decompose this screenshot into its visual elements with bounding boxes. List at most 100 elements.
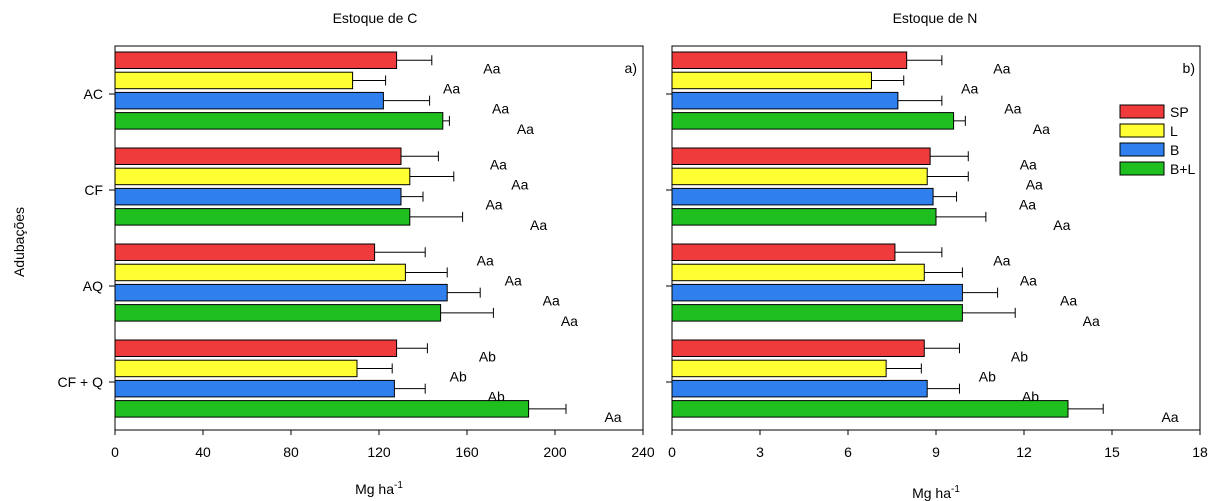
chart-a-bar [114,379,395,398]
chart-b-panel-label: b) [1183,60,1195,76]
chart-b-significance-label: Aa [1019,197,1036,213]
chart-panel-a: Estoque de C a) AaAaAaAbAaAaAaAbAaAaAaAb… [57,10,654,497]
chart-panel-b: Estoque de N b) AaAaAaAbAaAaAaAbAaAaAaAb… [666,10,1208,501]
chart-b-bar [671,359,887,378]
chart-b-bar [671,379,928,398]
chart-a-bar [114,208,411,226]
chart-b-bar [671,147,931,165]
chart-b-significance-label: Aa [1161,409,1178,425]
chart-a-significance-label: Aa [492,101,509,117]
chart-a-significance-label: Aa [517,121,534,137]
chart-b-significance-label: Aa [1083,313,1100,329]
chart-a-bar [114,112,444,130]
chart-a-bar [114,91,384,110]
chart-b-bar [671,51,908,69]
chart-a-significance-label: Aa [483,60,500,76]
chart-a-category-label: CF + Q [57,374,103,390]
chart-a-bar [114,304,442,322]
chart-a-significance-label: Ab [479,348,496,364]
chart-b-bar [671,91,899,110]
chart-b-significance-label: Aa [993,252,1010,268]
legend-swatch [1119,123,1165,138]
chart-b-significance-label: Aa [961,80,978,96]
chart-b-significance-label: Aa [993,60,1010,76]
chart-a-category-label: AC [84,86,103,102]
legend-swatch [1119,104,1165,119]
chart-b-bar [671,208,937,226]
chart-a-significance-label: Aa [543,293,560,309]
chart-b-bar [671,112,955,130]
chart-b-title: Estoque de N [893,10,978,26]
chart-b-significance-label: Aa [1020,156,1037,172]
chart-a-bar [114,187,402,206]
chart-b-xtick-label: 3 [756,444,764,460]
chart-a-bar [114,359,358,378]
chart-a-significance-label: Aa [485,197,502,213]
legend-swatch [1119,161,1165,176]
chart-a-significance-label: Ab [450,368,467,384]
chart-b-xtick-label: 0 [668,444,676,460]
chart-a-xtick-label: 160 [455,444,479,460]
chart-a-significance-label: Aa [490,156,507,172]
chart-b-xlabel: Mg ha-1 [912,484,960,501]
chart-b-xtick-label: 18 [1192,444,1208,460]
chart-a-xlabel-main: Mg ha [355,481,394,497]
chart-a-significance-label: Aa [477,252,494,268]
chart-b-xtick-label: 9 [932,444,940,460]
chart-a-xlabel-sup: -1 [394,480,403,491]
chart-b-bar [671,187,934,206]
legend-label: B+L [1170,161,1196,177]
chart-a-bar [114,283,448,302]
legend-swatch [1119,142,1165,157]
chart-a-significance-label: Aa [443,80,460,96]
chart-a-bar [114,243,376,261]
chart-b-significance-label: Ab [979,368,996,384]
chart-a-bar [114,167,411,186]
chart-b-bar [671,243,896,261]
chart-a-xtick-label: 0 [111,444,119,460]
legend-label: SP [1170,104,1189,120]
chart-a-category-label: AQ [83,278,103,294]
legend: SP LB B+L [1119,104,1196,177]
chart-a-title: Estoque de C [333,10,418,26]
chart-b-xtick-label: 15 [1104,444,1120,460]
chart-b-xlabel-main: Mg ha [912,485,951,501]
chart-a-bar [114,71,354,90]
chart-a-significance-label: Aa [530,217,547,233]
chart-b-xtick-label: 12 [1016,444,1032,460]
chart-a-bar [114,339,398,357]
chart-a-xtick-label: 80 [283,444,299,460]
chart-a-significance-label: Aa [604,409,621,425]
chart-b-bar [671,339,925,357]
chart-a-xtick-label: 200 [543,444,567,460]
chart-a-panel-label: a) [625,60,637,76]
chart-a-category-label: CF [84,182,103,198]
chart-b-bar [671,400,1069,418]
chart-a-xtick-label: 120 [367,444,391,460]
chart-b-significance-label: Aa [1020,272,1037,288]
chart-b-significance-label: Aa [1004,101,1021,117]
chart-a-significance-label: Aa [561,313,578,329]
chart-a-xtick-label: 40 [195,444,211,460]
chart-a-bar [114,147,402,165]
chart-b-xlabel-sup: -1 [951,484,960,495]
y-axis-label: Adubações [11,207,27,277]
chart-b-xtick-label: 6 [844,444,852,460]
chart-b-significance-label: Aa [1026,176,1043,192]
chart-a-significance-label: Aa [505,272,522,288]
chart-b-significance-label: Aa [1060,293,1077,309]
chart-b-significance-label: Ab [1011,348,1028,364]
chart-b-bar [671,71,872,90]
chart-a-bar [114,263,406,282]
legend-label: L [1170,123,1178,139]
chart-b-significance-label: Aa [1033,121,1050,137]
legend-label: B [1170,142,1179,158]
chart-a-bar [114,51,398,69]
chart-a-xlabel: Mg ha-1 [355,480,403,497]
chart-a-significance-label: Aa [511,176,528,192]
chart-a-bar [114,400,530,418]
chart-b-bar [671,283,963,302]
chart-b-bar [671,263,925,282]
chart-b-significance-label: Aa [1053,217,1070,233]
